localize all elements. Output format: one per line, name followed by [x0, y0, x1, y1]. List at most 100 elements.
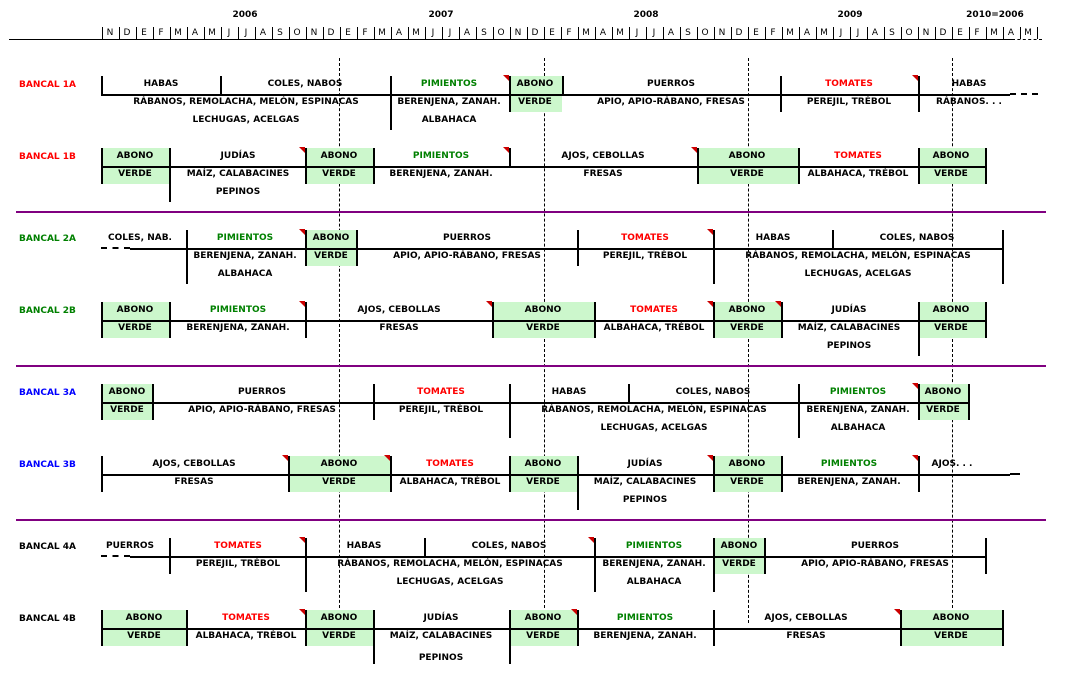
- month-tick: [238, 27, 239, 39]
- crop-label: PEREJIL, TRÉBOL: [602, 251, 688, 261]
- period-divider: [373, 610, 375, 664]
- month-tick: [833, 27, 834, 39]
- period-divider: [628, 384, 630, 402]
- crop-label: ALBAHACA: [217, 269, 273, 279]
- crop-label: ABONO: [116, 151, 154, 161]
- period-divider: [169, 148, 171, 202]
- period-divider: [305, 302, 307, 338]
- period-divider: [305, 538, 307, 592]
- crop-label: BERENJENA, ZANAH.: [397, 97, 501, 107]
- header-axis: [9, 39, 1012, 40]
- crop-label: APIO, APIO-RÁBANO, FRESAS: [393, 251, 541, 261]
- period-divider: [101, 76, 103, 94]
- crop-label: ABONO: [932, 305, 970, 315]
- timeline-line: [101, 474, 1010, 476]
- period-divider: [373, 148, 375, 184]
- month-tick: [459, 27, 460, 39]
- month-tick: [306, 27, 307, 39]
- period-divider: [373, 384, 375, 420]
- month-label: D: [735, 28, 743, 38]
- month-tick: [408, 27, 409, 39]
- month-label: D: [327, 28, 335, 38]
- month-tick: [391, 27, 392, 39]
- month-tick: [935, 27, 936, 39]
- period-divider: [101, 456, 103, 492]
- month-tick: [527, 27, 528, 39]
- crop-label: JUDÍAS: [423, 613, 459, 623]
- month-tick: [374, 27, 375, 39]
- month-label: F: [158, 28, 164, 38]
- crop-label: TOMATES: [214, 541, 262, 551]
- month-tick: [510, 27, 511, 39]
- crop-label: RÁBANOS, REMOLACHA, MELÓN, ESPINACAS: [745, 251, 971, 261]
- crop-label: APIO, APIO-RÁBANO, FRESAS: [188, 405, 336, 415]
- corner-marker: [299, 229, 305, 235]
- month-tick: [765, 27, 766, 39]
- period-divider: [780, 76, 782, 112]
- month-tick: [170, 27, 171, 39]
- crop-label: TOMATES: [417, 387, 465, 397]
- period-divider: [594, 302, 596, 338]
- crop-label: LECHUGAS, ACELGAS: [192, 115, 300, 125]
- crop-label: PIMIENTOS: [829, 387, 887, 397]
- month-tick: [986, 27, 987, 39]
- crop-label: PIMIENTOS: [209, 305, 267, 315]
- crop-label: BERENJENA, ZANAH.: [797, 477, 901, 487]
- month-label: E: [753, 28, 759, 38]
- crop-label: HABAS: [346, 541, 382, 551]
- period-divider: [985, 538, 987, 574]
- crop-label: ABONO: [924, 387, 962, 397]
- crop-label: ALBAHACA, TRÉBOL: [399, 477, 501, 487]
- month-tick: [493, 27, 494, 39]
- month-tick: [561, 27, 562, 39]
- month-tick: [1020, 27, 1021, 39]
- month-label: E: [549, 28, 555, 38]
- month-label: M: [378, 28, 386, 38]
- period-divider: [509, 456, 511, 492]
- crop-label: HABAS: [143, 79, 179, 89]
- period-divider: [288, 456, 290, 492]
- crop-label: JUDÍAS: [831, 305, 867, 315]
- month-label: N: [106, 28, 114, 38]
- period-divider: [713, 538, 715, 592]
- year-label: 2010=2006: [966, 10, 1024, 20]
- crop-label: PUERROS: [646, 79, 696, 89]
- corner-marker: [486, 301, 492, 307]
- period-divider: [713, 456, 715, 492]
- crop-label: BERENJENA, ZANAH.: [806, 405, 910, 415]
- month-label: S: [277, 28, 283, 38]
- period-divider: [985, 302, 987, 338]
- crop-label: JUDÍAS: [220, 151, 256, 161]
- crop-label: VERDE: [934, 169, 968, 179]
- row-label: BANCAL 3B: [19, 460, 76, 470]
- crop-label: VERDE: [314, 251, 348, 261]
- crop-label: ABONO: [320, 151, 358, 161]
- crop-label: RÁBANOS, REMOLACHA, MELÓN, ESPINACAS: [133, 97, 359, 107]
- corner-marker: [707, 229, 713, 235]
- month-label: A: [871, 28, 879, 38]
- year-guide: [339, 58, 340, 623]
- month-tick: [578, 27, 579, 39]
- period-divider: [356, 230, 358, 266]
- month-tick: [119, 27, 120, 39]
- period-divider: [713, 230, 715, 284]
- month-tick: [442, 27, 443, 39]
- month-tick: [748, 27, 749, 39]
- crop-label: TOMATES: [834, 151, 882, 161]
- month-label: M: [174, 28, 182, 38]
- period-divider: [509, 76, 511, 112]
- crop-label: ABONO: [108, 387, 146, 397]
- month-tick: [680, 27, 681, 39]
- month-tick: [697, 27, 698, 39]
- timeline-line: [101, 94, 1010, 96]
- crop-label: ABONO: [524, 459, 562, 469]
- year-label: 2006: [232, 10, 258, 20]
- month-tick: [255, 27, 256, 39]
- crop-label: COLES, NABOS: [471, 541, 547, 551]
- crop-label: VERDE: [934, 323, 968, 333]
- month-label: S: [481, 28, 487, 38]
- period-divider: [220, 76, 222, 94]
- month-tick: [272, 27, 273, 39]
- period-divider: [713, 302, 715, 338]
